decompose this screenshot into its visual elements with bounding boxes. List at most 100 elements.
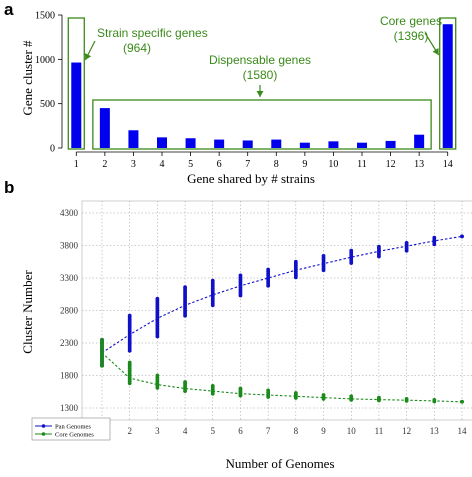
bar — [157, 137, 167, 148]
bar — [128, 130, 139, 148]
core-genome-point — [100, 337, 104, 342]
pan-genome-point — [238, 273, 243, 278]
bar — [357, 142, 367, 148]
bar-x-tick-label: 10 — [328, 159, 338, 170]
panel-a-label: a — [4, 0, 14, 19]
scatter-x-tick-label: 12 — [402, 426, 411, 436]
pan-genome-point — [293, 259, 298, 264]
scatter-x-tick-label: 6 — [238, 426, 243, 436]
legend-core-label: Core Genomes — [55, 432, 94, 439]
bar — [299, 142, 310, 148]
pan-genome-point — [321, 254, 326, 258]
pan-genome-point — [210, 278, 215, 283]
pan-genome-point — [377, 244, 381, 249]
bar-x-tick-label: 12 — [386, 159, 396, 170]
bar-y-tick-label: 0 — [50, 144, 55, 155]
bar-chart-bars — [71, 24, 453, 149]
dispensable-arrow-head — [256, 91, 264, 97]
scatter-x-tick-label: 14 — [458, 426, 468, 436]
bar — [271, 139, 282, 148]
bar-chart-y-axis: 0 500 1000 1500 — [35, 11, 63, 155]
bar-y-tick-label: 500 — [40, 99, 55, 110]
strain-specific-arrow-head — [84, 53, 92, 60]
pan-genome-point — [460, 234, 464, 239]
core-genome-point — [321, 393, 326, 397]
core-genes-label: Core genes — [380, 14, 442, 28]
pan-genome-point — [432, 235, 437, 240]
core-genome-point — [183, 380, 187, 384]
bar-x-tick-label: 14 — [443, 159, 453, 170]
scatter-chart-legend: Pan Genomes Core Genomes — [31, 417, 111, 441]
scatter-x-tick-label: 5 — [211, 426, 216, 436]
panel-b-label: b — [4, 178, 14, 197]
bar — [185, 138, 196, 148]
dispensable-box — [92, 99, 432, 150]
bar-x-tick-label: 7 — [245, 159, 250, 170]
bar-y-tick-label: 1500 — [35, 11, 55, 22]
scatter-chart-series — [100, 234, 464, 404]
strain-specific-count: (964) — [123, 41, 151, 55]
bar — [442, 24, 453, 149]
bar-chart-highlight-boxes — [67, 17, 457, 150]
strain-specific-box — [67, 17, 85, 150]
bar — [328, 141, 339, 148]
scatter-y-tick-label: 3300 — [60, 273, 79, 283]
pan-genome-trend-line — [101, 235, 463, 354]
pan-genome-point — [127, 313, 132, 318]
bar — [71, 62, 82, 149]
core-genome-trend-line — [101, 352, 463, 403]
scatter-y-tick-label: 1800 — [60, 371, 79, 381]
scatter-chart-y-axis: 1300 1800 2300 2800 3300 3800 4300 — [60, 208, 79, 413]
scatter-chart-panel: 1300 1800 2300 2800 3300 3800 4300 12 3 4 5 6 7 8 9 10… — [20, 200, 472, 471]
scatter-x-tick-label: 9 — [321, 426, 326, 436]
bar-x-tick-label: 9 — [302, 159, 307, 170]
pan-genome-point — [404, 241, 409, 245]
bar — [414, 134, 425, 148]
scatter-x-tick-label: 13 — [430, 426, 440, 436]
dispensable-label: Dispensable genes — [209, 53, 311, 67]
core-genome-point — [460, 399, 464, 404]
core-genome-point — [377, 395, 381, 400]
legend-pan-marker — [41, 424, 46, 428]
bar-chart-x-label: Gene shared by # strains — [187, 171, 315, 186]
core-genome-point — [266, 388, 271, 393]
scatter-chart-x-label: Number of Genomes — [225, 456, 334, 471]
bar-x-tick-label: 11 — [357, 159, 367, 170]
core-genome-point — [404, 397, 409, 401]
bar-x-tick-label: 3 — [131, 159, 136, 170]
scatter-chart-grid — [81, 200, 472, 421]
bar-x-tick-label: 6 — [217, 159, 222, 170]
core-genome-point — [349, 394, 354, 399]
core-genome-point — [432, 397, 437, 402]
scatter-chart-y-label: Cluster Number — [20, 270, 35, 354]
bar — [99, 108, 110, 148]
bar — [214, 139, 225, 148]
legend-core-marker — [41, 432, 46, 436]
bar-x-tick-label: 8 — [274, 159, 279, 170]
core-genome-point — [155, 373, 160, 378]
bar-chart-annotation-arrows — [84, 32, 440, 97]
bar-x-tick-label: 13 — [414, 159, 424, 170]
bar-chart-y-label: Gene cluster # — [20, 40, 35, 116]
bar-x-tick-label: 2 — [102, 159, 107, 170]
scatter-y-tick-label: 3800 — [60, 241, 79, 251]
scatter-x-tick-label: 11 — [375, 426, 384, 436]
bar-chart-x-axis: 1 2 3 4 5 6 7 8 9 10 11 12 13 14 — [74, 151, 453, 170]
pan-genome-point — [183, 285, 187, 289]
scatter-y-tick-label: 2800 — [60, 306, 79, 316]
dispensable-count: (1580) — [243, 68, 278, 82]
core-genes-box — [439, 17, 457, 150]
core-genome-point — [210, 384, 215, 388]
pan-genome-point — [266, 267, 271, 272]
scatter-y-tick-label: 1300 — [60, 403, 79, 413]
scatter-x-tick-label: 3 — [155, 426, 160, 436]
pan-genome-point — [349, 248, 354, 253]
core-genome-point — [127, 360, 132, 365]
core-genes-count: (1396) — [394, 29, 429, 43]
scatter-x-tick-label: 8 — [294, 426, 299, 436]
pan-genome-point — [155, 296, 160, 301]
scatter-y-tick-label: 2300 — [60, 338, 79, 348]
